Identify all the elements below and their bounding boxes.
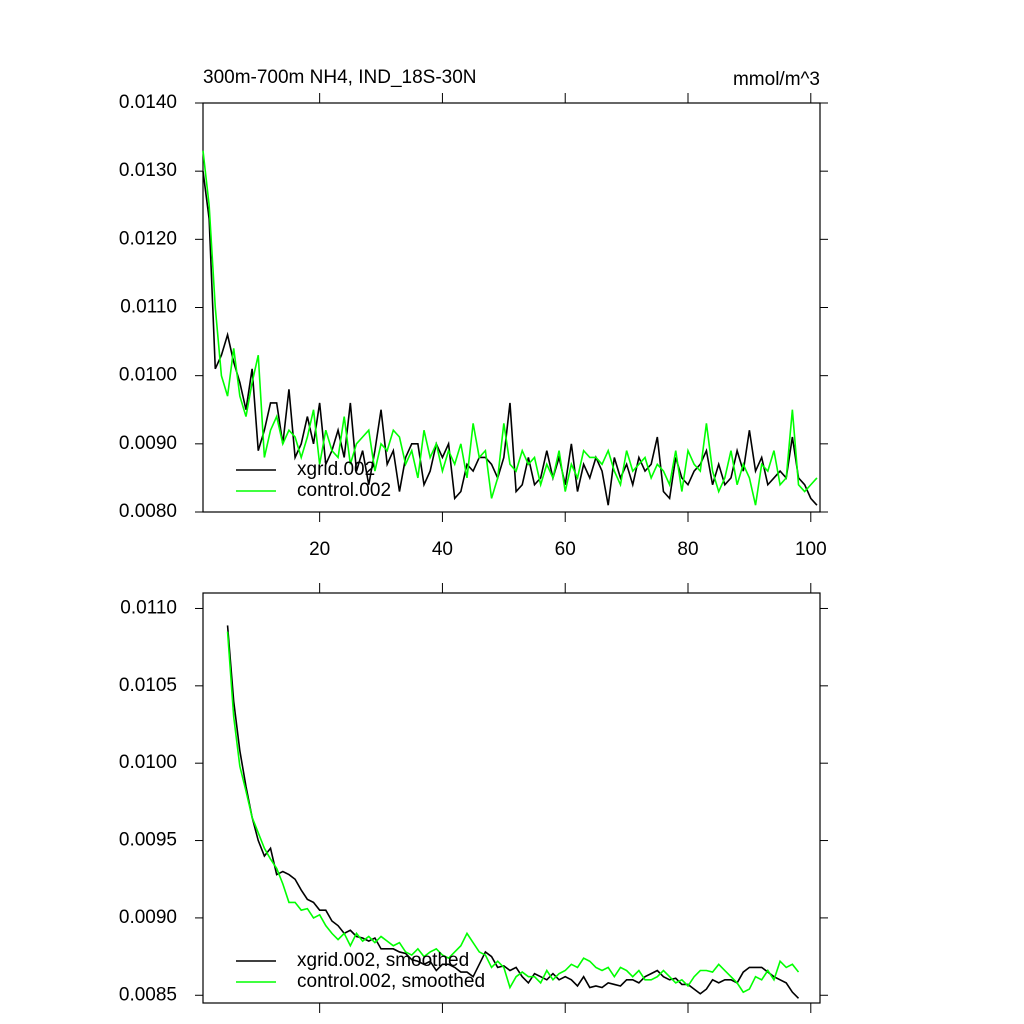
y-tick-label: 0.0105 [119, 675, 177, 696]
data-line [202, 171, 818, 506]
y-tick-label: 0.0140 [119, 92, 177, 113]
data-line [202, 150, 818, 506]
units-label: mmol/m^3 [733, 69, 820, 90]
legend-label: control.002 [297, 480, 391, 501]
x-tick-label: 20 [309, 539, 330, 560]
plot-frame [202, 102, 821, 513]
x-tick-label: 60 [555, 539, 576, 560]
y-tick-label: 0.0090 [119, 907, 177, 928]
x-tick-label: 80 [677, 539, 698, 560]
data-line [226, 625, 800, 999]
y-tick-label: 0.0080 [119, 501, 177, 522]
y-tick-label: 0.0110 [120, 297, 177, 318]
y-tick-label: 0.0110 [120, 597, 177, 618]
y-tick-label: 0.0130 [119, 160, 177, 181]
x-tick-label: 100 [795, 539, 827, 560]
legend-label: control.002, smoothed [297, 971, 485, 992]
y-tick-label: 0.0100 [119, 365, 177, 386]
y-tick-label: 0.0095 [119, 830, 177, 851]
x-tick-label: 40 [432, 539, 453, 560]
y-tick-label: 0.0100 [119, 752, 177, 773]
y-tick-label: 0.0120 [119, 228, 177, 249]
data-line [226, 631, 800, 994]
y-tick-label: 0.0085 [119, 984, 177, 1005]
plot-frame [202, 592, 821, 1004]
legend-label: xgrid.002, smoothed [297, 950, 469, 971]
y-tick-label: 0.0090 [119, 433, 177, 454]
chart-title: 300m-700m NH4, IND_18S-30N [203, 67, 477, 88]
legend-label: xgrid.002 [297, 459, 375, 480]
